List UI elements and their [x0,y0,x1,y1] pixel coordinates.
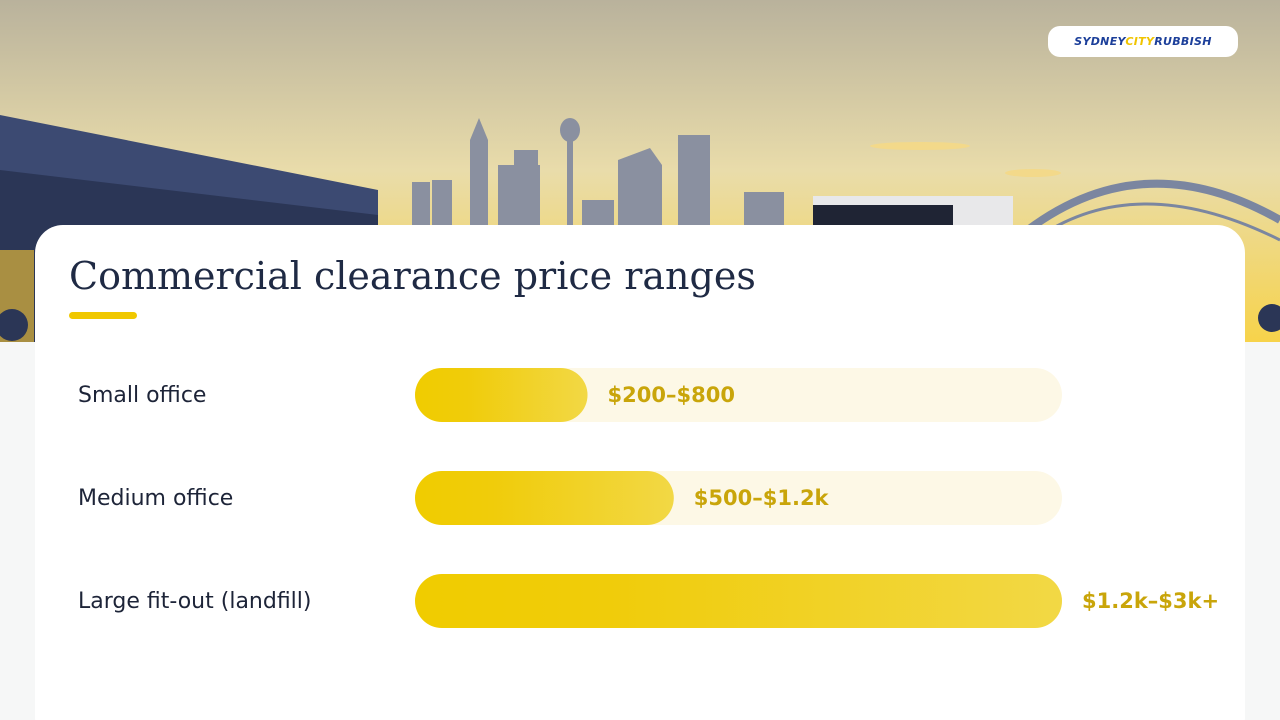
category-label: Small office [78,383,206,408]
bar [415,471,674,525]
bar [415,574,1062,628]
logo: SYDNEYCITYRUBBISH [1048,26,1238,57]
title-underline [69,312,137,319]
brand-part: RUBBISH [1154,35,1212,48]
plot: Small office $200–$800 Medium office $500–$… [78,368,1219,628]
value-label: $1.2k–$3k+ [1082,589,1219,613]
bar [415,368,588,422]
value-label: $200–$800 [608,383,735,407]
category-label: Medium office [78,486,233,511]
brand-part: SYDNEY [1074,35,1126,48]
brand-part: CITY [1125,35,1155,48]
chart-title: Commercial clearance price ranges [69,254,756,298]
value-label: $500–$1.2k [694,486,830,510]
category-label: Large fit-out (landfill) [78,589,312,614]
brand-name: SYDNEYCITYRUBBISH [1074,35,1211,48]
